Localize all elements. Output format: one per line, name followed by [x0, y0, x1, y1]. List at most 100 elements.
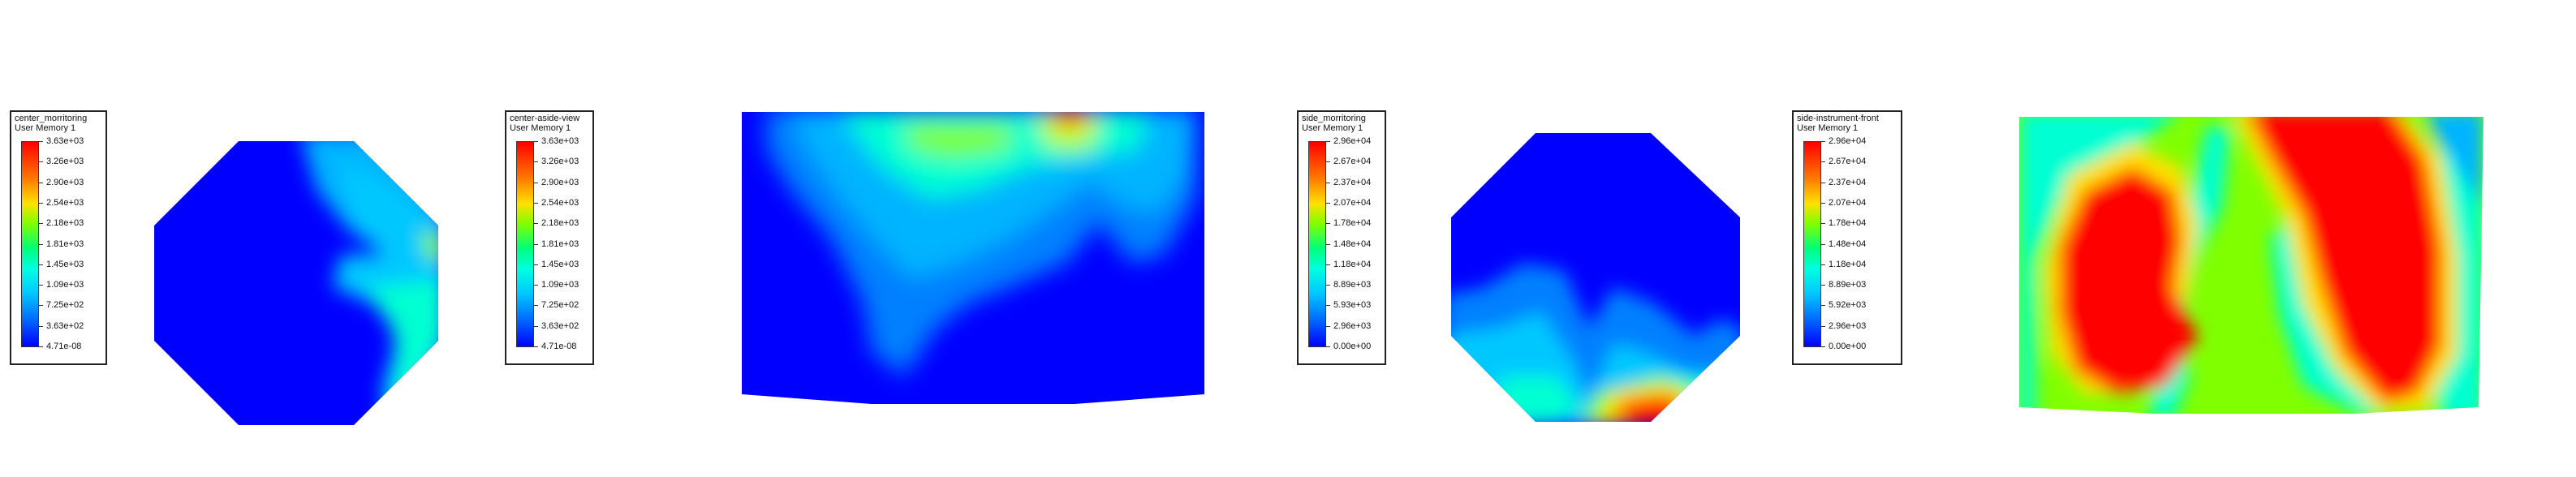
legend-tick [39, 305, 43, 306]
legend-tick-label: 2.96e+03 [1829, 321, 1867, 331]
legend-tick-label: 1.78e+04 [1333, 218, 1372, 228]
legend-subtitle: User Memory 1 [1797, 123, 1859, 133]
legend-tick-label: 2.96e+04 [1333, 136, 1372, 146]
legend-tick-label: 2.54e+03 [46, 198, 84, 208]
legend-title: side-instrument-front [1797, 114, 1879, 123]
legend-tick [1326, 326, 1330, 327]
legend-tick-label: 2.54e+03 [541, 198, 579, 208]
legend-tick [1821, 203, 1825, 204]
legend-tick [1821, 285, 1825, 286]
legend-tick-label: 0.00e+00 [1333, 342, 1372, 351]
legend-title: side_morritoring [1302, 114, 1366, 123]
legend-tick-label: 2.07e+04 [1829, 198, 1867, 208]
legend-colorbar [21, 141, 39, 347]
legend-tick [1326, 223, 1330, 224]
legend-tick-label: 1.78e+04 [1829, 218, 1867, 228]
contour-plot-side-octagon [1451, 133, 1740, 422]
legend-tick-label: 1.48e+04 [1829, 239, 1867, 249]
legend-tick-label: 2.07e+04 [1333, 198, 1372, 208]
legend-tick-label: 1.18e+04 [1333, 260, 1372, 269]
legend-tick [534, 264, 538, 265]
legend-colorbar [1803, 141, 1821, 347]
legend-tick-label: 4.71e-08 [46, 342, 82, 351]
legend-tick-label: 2.67e+04 [1333, 157, 1372, 166]
legend-tick-label: 2.90e+03 [541, 178, 579, 187]
legend-tick [534, 326, 538, 327]
legend-tick [1821, 161, 1825, 162]
legend-tick [1326, 161, 1330, 162]
legend-tick [534, 305, 538, 306]
legend-tick-label: 1.81e+03 [46, 239, 84, 249]
legend-colorbar [516, 141, 534, 347]
legend-tick-label: 3.63e+03 [46, 136, 84, 146]
legend-tick-label: 3.63e+02 [541, 321, 579, 331]
legend-tick-label: 3.26e+03 [541, 157, 579, 166]
legend-tick [534, 244, 538, 245]
legend-tick [39, 161, 43, 162]
legend-tick [1326, 244, 1330, 245]
legend-tick [39, 264, 43, 265]
legend-tick-label: 1.48e+04 [1333, 239, 1372, 249]
legend-side-instrument-front: side-instrument-front User Memory 1 2.96… [1792, 110, 1902, 365]
legend-tick [1326, 264, 1330, 265]
legend-tick [534, 223, 538, 224]
legend-subtitle: User Memory 1 [15, 123, 76, 133]
legend-tick [39, 285, 43, 286]
legend-tick-label: 1.81e+03 [541, 239, 579, 249]
legend-side-morritoring: side_morritoring User Memory 1 2.96e+04 2… [1297, 110, 1386, 365]
legend-tick [1326, 141, 1330, 142]
legend-tick [1821, 305, 1825, 306]
legend-tick-label: 3.63e+03 [541, 136, 579, 146]
legend-tick-label: 7.25e+02 [541, 300, 579, 310]
legend-tick-label: 1.18e+04 [1829, 260, 1867, 269]
legend-tick-label: 1.09e+03 [541, 280, 579, 290]
legend-tick-label: 5.93e+03 [1333, 300, 1372, 310]
legend-tick [1326, 203, 1330, 204]
legend-tick [39, 203, 43, 204]
legend-tick-label: 2.90e+03 [46, 178, 84, 187]
legend-tick [1326, 346, 1330, 347]
legend-center-aside-view: center-aside-view User Memory 1 3.63e+03… [505, 110, 594, 365]
legend-tick [1821, 326, 1825, 327]
legend-tick-label: 5.92e+03 [1829, 300, 1867, 310]
legend-tick-label: 3.26e+03 [46, 157, 84, 166]
legend-tick-label: 1.45e+03 [46, 260, 84, 269]
contour-plot-center-octagon [154, 141, 438, 425]
legend-tick-label: 2.96e+03 [1333, 321, 1372, 331]
legend-tick-label: 8.89e+03 [1829, 280, 1867, 290]
legend-subtitle: User Memory 1 [510, 123, 571, 133]
legend-tick-label: 2.37e+04 [1829, 178, 1867, 187]
legend-tick [39, 141, 43, 142]
legend-tick [534, 285, 538, 286]
legend-tick [534, 141, 538, 142]
legend-tick-label: 2.96e+04 [1829, 136, 1867, 146]
legend-title: center_morritoring [15, 114, 88, 123]
legend-title: center-aside-view [510, 114, 580, 123]
legend-tick [39, 223, 43, 224]
legend-tick-label: 2.37e+04 [1333, 178, 1372, 187]
legend-subtitle: User Memory 1 [1302, 123, 1363, 133]
legend-tick-label: 1.09e+03 [46, 280, 84, 290]
legend-tick [1821, 141, 1825, 142]
legend-tick [1326, 305, 1330, 306]
legend-tick [1821, 346, 1825, 347]
legend-tick [534, 203, 538, 204]
legend-tick-label: 0.00e+00 [1829, 342, 1867, 351]
legend-tick-label: 3.63e+02 [46, 321, 84, 331]
contour-plot-side-instrument-front [2019, 110, 2483, 419]
legend-tick [534, 161, 538, 162]
legend-tick [534, 346, 538, 347]
legend-tick [1821, 264, 1825, 265]
legend-tick [39, 244, 43, 245]
legend-tick-label: 8.89e+03 [1333, 280, 1372, 290]
legend-tick-label: 4.71e-08 [541, 342, 577, 351]
contour-plot-center-aside [742, 101, 1204, 409]
legend-colorbar [1308, 141, 1326, 347]
legend-tick [39, 326, 43, 327]
legend-tick-label: 2.18e+03 [46, 218, 84, 228]
legend-tick [1821, 223, 1825, 224]
legend-tick [1326, 285, 1330, 286]
legend-tick-label: 7.25e+02 [46, 300, 84, 310]
legend-tick-label: 2.67e+04 [1829, 157, 1867, 166]
legend-tick-label: 2.18e+03 [541, 218, 579, 228]
